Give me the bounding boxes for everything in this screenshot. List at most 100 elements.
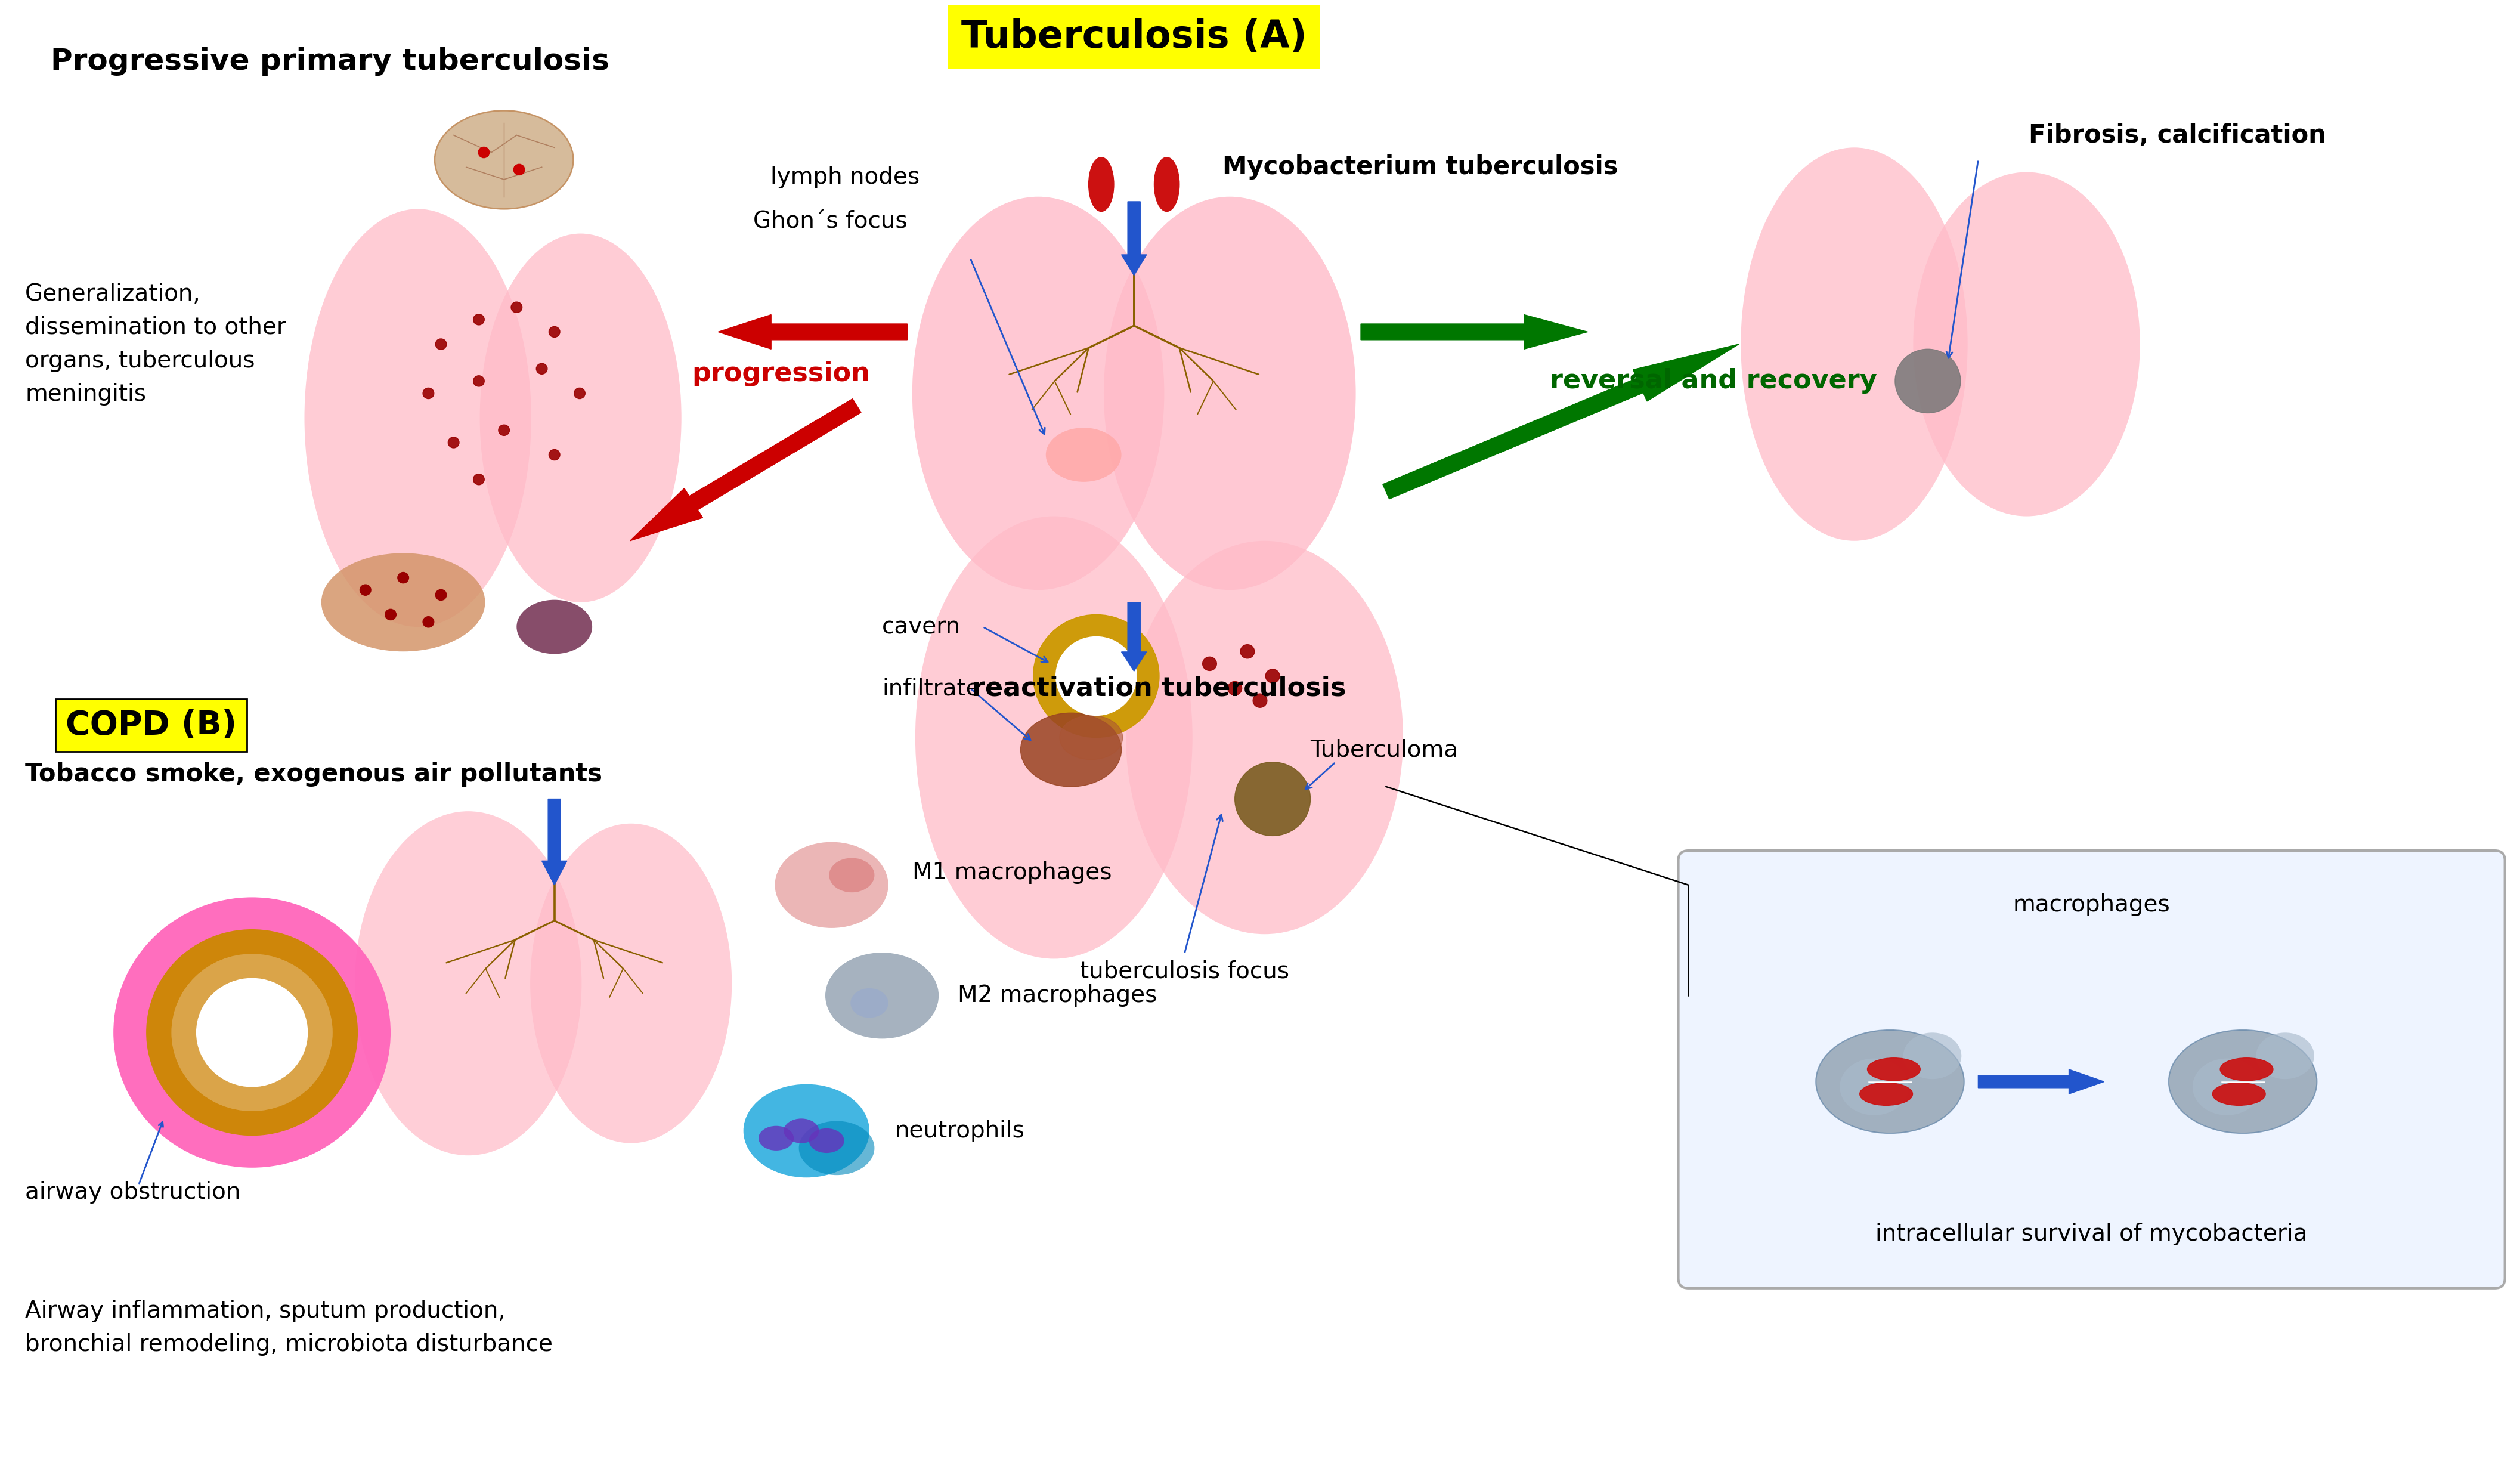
Circle shape <box>423 617 433 627</box>
Ellipse shape <box>1860 1083 1913 1105</box>
Text: M1 macrophages: M1 macrophages <box>912 861 1111 884</box>
Ellipse shape <box>1913 173 2139 516</box>
Circle shape <box>113 897 391 1168</box>
Circle shape <box>1227 681 1242 695</box>
Circle shape <box>549 326 559 338</box>
Ellipse shape <box>1867 1058 1920 1081</box>
Ellipse shape <box>829 858 874 892</box>
Ellipse shape <box>784 1118 819 1143</box>
FancyArrow shape <box>1121 602 1147 671</box>
Ellipse shape <box>1104 196 1356 590</box>
Circle shape <box>1056 637 1137 715</box>
Circle shape <box>1265 670 1280 683</box>
Circle shape <box>423 388 433 398</box>
Circle shape <box>575 388 585 398</box>
Ellipse shape <box>1058 715 1124 760</box>
Ellipse shape <box>743 1084 869 1177</box>
Text: M2 macrophages: M2 macrophages <box>958 984 1157 1007</box>
Text: cavern: cavern <box>882 615 960 639</box>
Circle shape <box>499 425 509 435</box>
Circle shape <box>474 314 484 324</box>
Ellipse shape <box>2192 1059 2260 1115</box>
FancyArrow shape <box>1383 344 1739 499</box>
Text: reactivation tuberculosis: reactivation tuberculosis <box>973 676 1346 701</box>
Text: neutrophils: neutrophils <box>895 1120 1026 1142</box>
Ellipse shape <box>305 209 532 627</box>
Ellipse shape <box>320 553 484 652</box>
Circle shape <box>474 473 484 485</box>
Text: Generalization,
dissemination to other
organs, tuberculous
meningitis: Generalization, dissemination to other o… <box>25 283 287 406</box>
Circle shape <box>549 450 559 460</box>
Circle shape <box>197 978 307 1087</box>
Ellipse shape <box>1154 158 1179 211</box>
Circle shape <box>171 954 333 1111</box>
Ellipse shape <box>915 516 1192 959</box>
Ellipse shape <box>529 823 731 1143</box>
Circle shape <box>514 164 524 176</box>
Circle shape <box>1202 656 1217 671</box>
Ellipse shape <box>852 988 887 1018</box>
Text: Tobacco smoke, exogenous air pollutants: Tobacco smoke, exogenous air pollutants <box>25 763 602 786</box>
Text: Tuberculoma: Tuberculoma <box>1310 739 1459 761</box>
Ellipse shape <box>2170 1030 2316 1133</box>
Text: airway obstruction: airway obstruction <box>25 1181 242 1204</box>
Text: reversal and recovery: reversal and recovery <box>1550 369 1877 394</box>
Circle shape <box>1895 350 1961 413</box>
Circle shape <box>386 609 396 619</box>
FancyArrow shape <box>542 799 567 885</box>
FancyArrow shape <box>1121 202 1147 276</box>
FancyArrow shape <box>1361 314 1588 350</box>
Circle shape <box>436 590 446 600</box>
Circle shape <box>537 363 547 375</box>
FancyArrow shape <box>630 398 862 541</box>
Text: Progressive primary tuberculosis: Progressive primary tuberculosis <box>50 47 610 75</box>
Circle shape <box>1235 763 1310 836</box>
Ellipse shape <box>824 953 937 1038</box>
Ellipse shape <box>2213 1083 2265 1105</box>
Circle shape <box>360 584 370 596</box>
Ellipse shape <box>912 196 1164 590</box>
Text: intracellular survival of mycobacteria: intracellular survival of mycobacteria <box>1875 1223 2308 1245</box>
Circle shape <box>1240 645 1255 658</box>
FancyArrow shape <box>718 314 907 350</box>
Ellipse shape <box>1021 712 1121 786</box>
Ellipse shape <box>2220 1058 2273 1081</box>
Circle shape <box>474 376 484 386</box>
Ellipse shape <box>1741 148 1968 541</box>
Circle shape <box>449 437 459 448</box>
FancyBboxPatch shape <box>1678 851 2505 1288</box>
Ellipse shape <box>355 811 582 1155</box>
Text: Tuberculosis (A): Tuberculosis (A) <box>960 18 1308 56</box>
Text: macrophages: macrophages <box>2013 894 2170 916</box>
Circle shape <box>512 302 522 313</box>
Ellipse shape <box>1046 428 1121 482</box>
FancyArrow shape <box>1978 1069 2104 1094</box>
Text: lymph nodes: lymph nodes <box>771 165 920 189</box>
Text: Airway inflammation, sputum production,
bronchial remodeling, microbiota disturb: Airway inflammation, sputum production, … <box>25 1299 552 1356</box>
Ellipse shape <box>774 842 887 928</box>
Ellipse shape <box>1817 1030 1963 1133</box>
Ellipse shape <box>799 1121 874 1176</box>
Text: COPD (B): COPD (B) <box>66 709 237 742</box>
Ellipse shape <box>479 233 680 602</box>
Text: Fibrosis, calcification: Fibrosis, calcification <box>2029 122 2326 148</box>
Ellipse shape <box>1089 158 1114 211</box>
Ellipse shape <box>1903 1032 1961 1080</box>
Ellipse shape <box>433 111 572 209</box>
Ellipse shape <box>809 1128 844 1153</box>
Circle shape <box>1252 693 1268 708</box>
Text: Ghon´s focus: Ghon´s focus <box>753 209 907 233</box>
Ellipse shape <box>517 600 592 653</box>
Circle shape <box>1033 615 1159 737</box>
Ellipse shape <box>1840 1059 1908 1115</box>
Ellipse shape <box>2255 1032 2313 1080</box>
Text: progression: progression <box>693 361 869 386</box>
Circle shape <box>146 929 358 1136</box>
Circle shape <box>479 148 489 158</box>
Circle shape <box>436 339 446 350</box>
Ellipse shape <box>1126 541 1404 934</box>
Text: infiltrate: infiltrate <box>882 677 980 699</box>
Text: Mycobacterium tuberculosis: Mycobacterium tuberculosis <box>1222 155 1618 180</box>
Text: tuberculosis focus: tuberculosis focus <box>1079 960 1290 982</box>
Circle shape <box>398 572 408 583</box>
